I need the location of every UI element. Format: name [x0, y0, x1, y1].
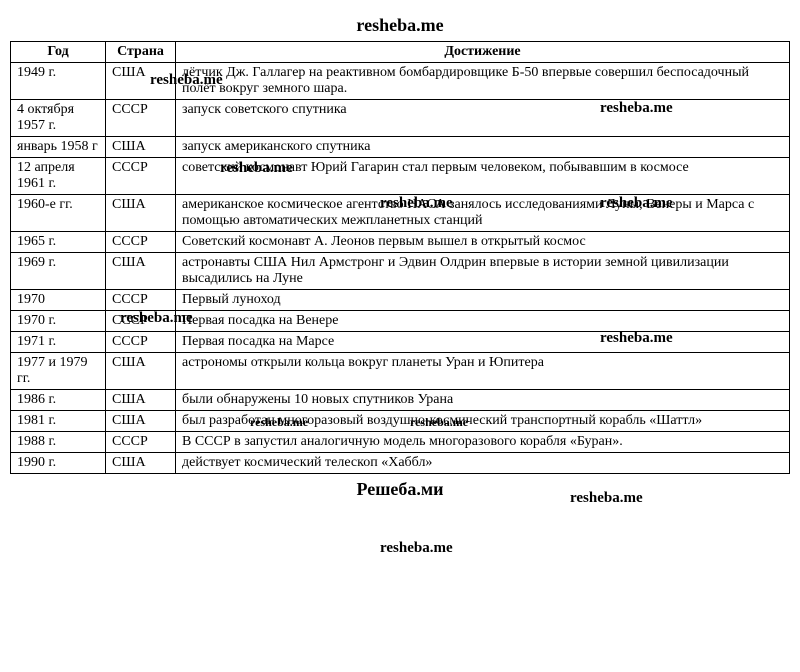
col-header-achievement: Достижение	[176, 42, 790, 63]
cell-country: СССР	[106, 311, 176, 332]
table-row: 1965 г.СССРСоветский космонавт А. Леонов…	[11, 232, 790, 253]
cell-year: 1970	[11, 290, 106, 311]
cell-achievement: запуск советского спутника	[176, 100, 790, 137]
cell-year: январь 1958 г	[11, 137, 106, 158]
cell-country: США	[106, 353, 176, 390]
cell-country: США	[106, 411, 176, 432]
achievements-table: Год Страна Достижение 1949 г.СШАлётчик Д…	[10, 41, 790, 474]
cell-achievement: лётчик Дж. Галлагер на реактивном бомбар…	[176, 63, 790, 100]
cell-year: 1969 г.	[11, 253, 106, 290]
table-row: 1986 г.СШАбыли обнаружены 10 новых спутн…	[11, 390, 790, 411]
table-row: 1970СССРПервый луноход	[11, 290, 790, 311]
cell-country: СССР	[106, 290, 176, 311]
cell-achievement: В СССР в запустил аналогичную модель мно…	[176, 432, 790, 453]
cell-country: СССР	[106, 332, 176, 353]
table-row: январь 1958 гСШАзапуск американского спу…	[11, 137, 790, 158]
table-row: 1960-е гг.СШАамериканское космическое аг…	[11, 195, 790, 232]
cell-year: 1971 г.	[11, 332, 106, 353]
cell-country: СССР	[106, 158, 176, 195]
table-row: 1988 г.СССРВ СССР в запустил аналогичную…	[11, 432, 790, 453]
page-header: resheba.me	[10, 15, 790, 36]
cell-country: США	[106, 195, 176, 232]
table-row: 1970 г.СССРПервая посадка на Венере	[11, 311, 790, 332]
cell-achievement: был разработан многоразовый воздушно-кос…	[176, 411, 790, 432]
cell-achievement: Советский космонавт А. Леонов первым выш…	[176, 232, 790, 253]
cell-achievement: Первая посадка на Марсе	[176, 332, 790, 353]
table-row: 4 октября 1957 г.СССРзапуск советского с…	[11, 100, 790, 137]
table-row: 1990 г.СШАдействует космический телескоп…	[11, 453, 790, 474]
cell-year: 1981 г.	[11, 411, 106, 432]
cell-year: 12 апреля 1961 г.	[11, 158, 106, 195]
cell-achievement: действует космический телескоп «Хаббл»	[176, 453, 790, 474]
cell-achievement: астронавты США Нил Армстронг и Эдвин Олд…	[176, 253, 790, 290]
table-row: 1971 г.СССРПервая посадка на Марсе	[11, 332, 790, 353]
cell-country: СССР	[106, 100, 176, 137]
cell-year: 1977 и 1979 гг.	[11, 353, 106, 390]
cell-year: 1960-е гг.	[11, 195, 106, 232]
col-header-country: Страна	[106, 42, 176, 63]
cell-year: 1990 г.	[11, 453, 106, 474]
cell-achievement: американское космическое агентство НАСА …	[176, 195, 790, 232]
watermark-text: resheba.me	[380, 540, 453, 557]
cell-achievement: запуск американского спутника	[176, 137, 790, 158]
cell-country: США	[106, 453, 176, 474]
cell-year: 1949 г.	[11, 63, 106, 100]
cell-achievement: Первая посадка на Венере	[176, 311, 790, 332]
cell-year: 1970 г.	[11, 311, 106, 332]
cell-year: 4 октября 1957 г.	[11, 100, 106, 137]
cell-country: США	[106, 390, 176, 411]
table-header-row: Год Страна Достижение	[11, 42, 790, 63]
cell-year: 1986 г.	[11, 390, 106, 411]
table-row: 1977 и 1979 гг.СШАастрономы открыли коль…	[11, 353, 790, 390]
page-footer: Решеба.ми	[10, 479, 790, 500]
cell-year: 1988 г.	[11, 432, 106, 453]
cell-country: СССР	[106, 432, 176, 453]
cell-achievement: астрономы открыли кольца вокруг планеты …	[176, 353, 790, 390]
cell-country: СССР	[106, 232, 176, 253]
cell-country: США	[106, 63, 176, 100]
table-row: 12 апреля 1961 г.СССРсоветский космонавт…	[11, 158, 790, 195]
cell-country: США	[106, 253, 176, 290]
table-row: 1969 г.СШАастронавты США Нил Армстронг и…	[11, 253, 790, 290]
cell-year: 1965 г.	[11, 232, 106, 253]
cell-country: США	[106, 137, 176, 158]
table-row: 1949 г.СШАлётчик Дж. Галлагер на реактив…	[11, 63, 790, 100]
cell-achievement: советский космонавт Юрий Гагарин стал пе…	[176, 158, 790, 195]
table-row: 1981 г.СШАбыл разработан многоразовый во…	[11, 411, 790, 432]
cell-achievement: Первый луноход	[176, 290, 790, 311]
cell-achievement: были обнаружены 10 новых спутников Урана	[176, 390, 790, 411]
col-header-year: Год	[11, 42, 106, 63]
